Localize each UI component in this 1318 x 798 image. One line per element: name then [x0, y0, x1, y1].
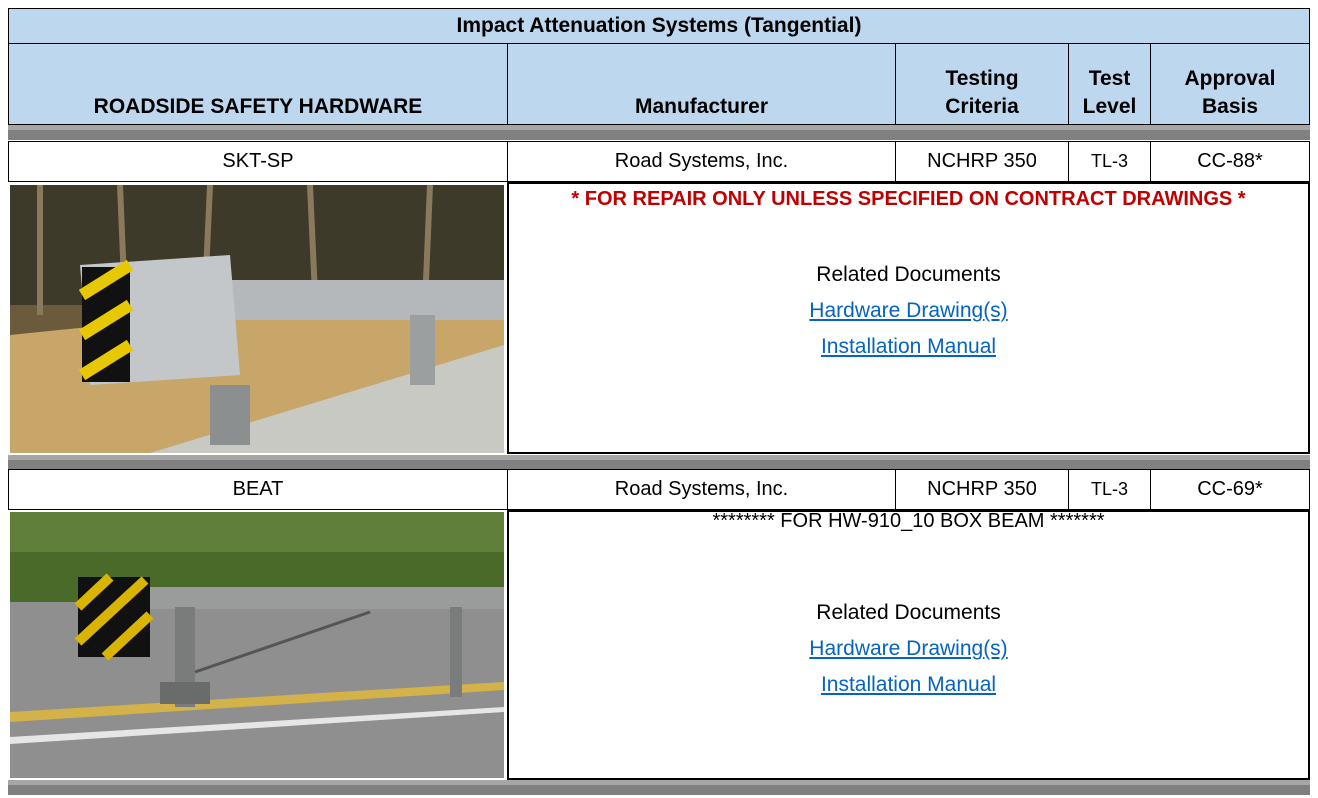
document-link[interactable]: Hardware Drawing(s) [809, 299, 1008, 322]
column-header: Approval Basis [1150, 43, 1310, 125]
cell-criteria: NCHRP 350 [895, 469, 1069, 510]
separator [8, 455, 1310, 469]
cell-manufacturer: Road Systems, Inc. [507, 141, 896, 182]
related-heading: Related Documents [816, 263, 1001, 286]
separator [8, 125, 1310, 140]
cell-basis: CC-69* [1150, 469, 1310, 510]
document-link[interactable]: Installation Manual [820, 335, 997, 358]
separator [8, 780, 1310, 795]
column-header: ROADSIDE SAFETY HARDWARE [8, 43, 508, 125]
cell-manufacturer: Road Systems, Inc. [507, 469, 896, 510]
document-link[interactable]: Installation Manual [820, 673, 997, 696]
product-photo [10, 185, 504, 453]
link-row: Hardware Drawing(s) [509, 631, 1308, 667]
column-header: Testing Criteria [895, 43, 1069, 125]
cell-level: TL-3 [1068, 469, 1151, 510]
note: ******** FOR HW-910_10 BOX BEAM ******* [712, 510, 1105, 532]
table-title: Impact Attenuation Systems (Tangential) [8, 8, 1310, 44]
related-heading: Related Documents [816, 601, 1001, 624]
link-row: Installation Manual [509, 329, 1308, 365]
details-panel: * FOR REPAIR ONLY UNLESS SPECIFIED ON CO… [507, 182, 1310, 454]
column-header: Test Level [1068, 43, 1151, 125]
cell-basis: CC-88* [1150, 141, 1310, 182]
link-row: Hardware Drawing(s) [509, 293, 1308, 329]
header-text: Test Level [1082, 67, 1137, 118]
link-row: Installation Manual [509, 667, 1308, 703]
header-text: Testing Criteria [945, 67, 1019, 118]
document-link[interactable]: Hardware Drawing(s) [809, 637, 1008, 660]
details-panel: ******** FOR HW-910_10 BOX BEAM ******* R… [507, 510, 1310, 780]
note: * FOR REPAIR ONLY UNLESS SPECIFIED ON CO… [571, 188, 1246, 210]
column-header: Manufacturer [507, 43, 896, 125]
cell-level: TL-3 [1068, 141, 1151, 182]
cell-criteria: NCHRP 350 [895, 141, 1069, 182]
header-text: Approval Basis [1184, 67, 1276, 118]
cell-name: BEAT [8, 469, 508, 510]
product-photo [10, 512, 504, 778]
cell-name: SKT-SP [8, 141, 508, 182]
